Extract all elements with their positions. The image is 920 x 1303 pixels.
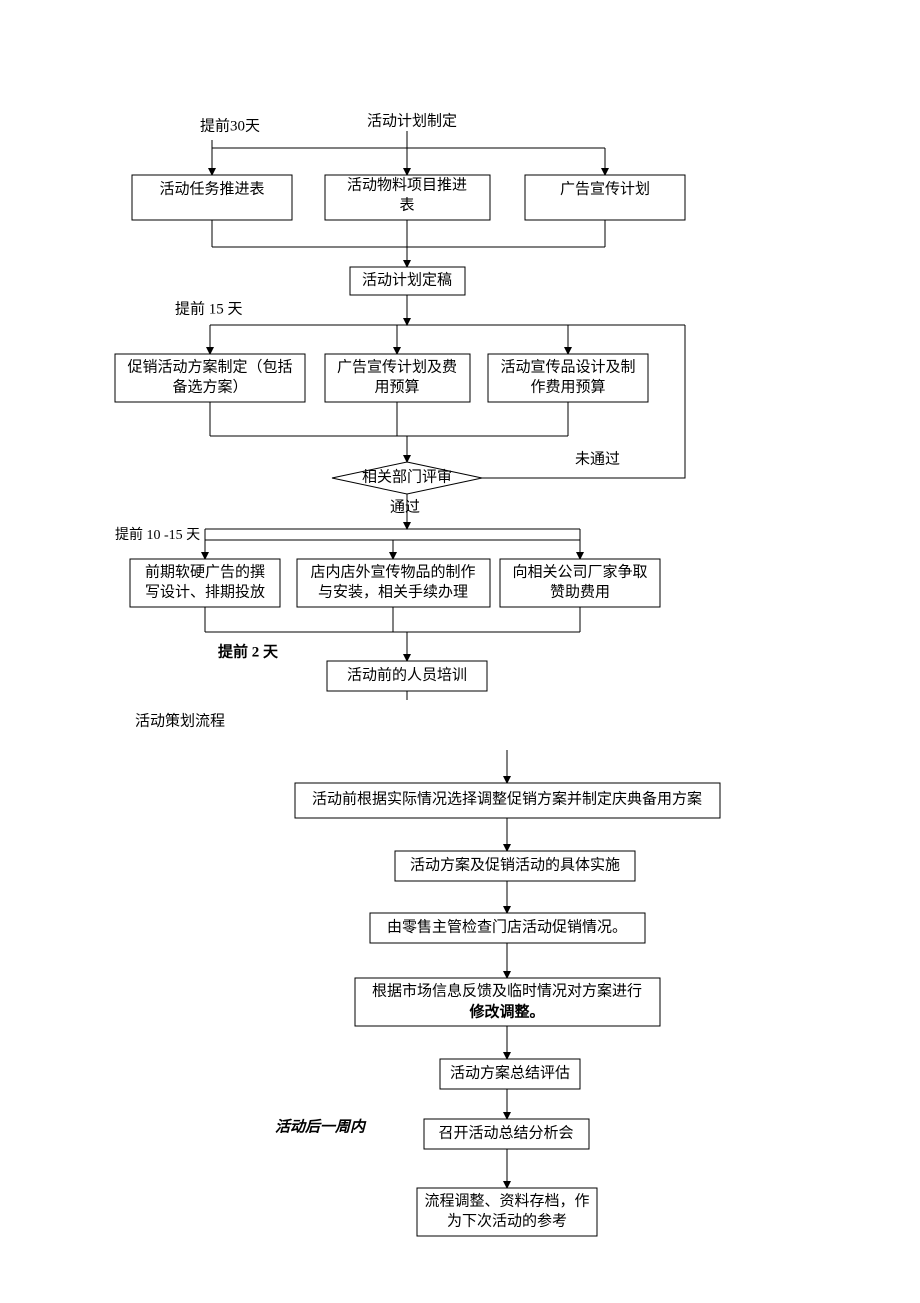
fail: 未通过: [575, 450, 620, 467]
promo_plan-line2: 备选方案）: [172, 377, 247, 395]
flowchart-nodes: 提前30天 活动计划制定活动任务推进表 活动物料项目推进表 广告宣传计划活动计划定稿提…: [115, 112, 720, 1236]
material_table-line1: 活动物料项目推进: [347, 176, 467, 193]
flow-edge: [205, 529, 580, 540]
check-text: 由零售主管检查门店活动促销情况。: [387, 918, 627, 935]
label_2days: 提前 2 天: [218, 642, 279, 660]
label_1week: 活动后一周内: [275, 1118, 367, 1135]
task_table-text: 活动任务推进表: [159, 180, 264, 197]
adjust_plan-text: 活动前根据实际情况选择调整促销方案并制定庆典备用方案: [312, 789, 702, 807]
design_budget-line2: 作费用预算: [530, 377, 605, 395]
ad_plan-text: 广告宣传计划: [560, 180, 650, 197]
plan_draft-text: 活动计划定稿: [362, 271, 452, 288]
plan_make: 活动计划制定: [367, 112, 457, 129]
archive-line1: 流程调整、资料存档，作: [424, 1192, 589, 1209]
evaluate-text: 活动方案总结评估: [450, 1063, 570, 1081]
label_30days: 提前30天: [200, 117, 260, 134]
ad_write-line1: 前期软硬广告的撰: [145, 563, 265, 580]
label_10_15: 提前 10 -15 天: [115, 526, 200, 543]
sponsor-line2: 赞助费用: [550, 583, 610, 600]
activity-planning-flowchart: 提前30天 活动计划制定活动任务推进表 活动物料项目推进表 广告宣传计划活动计划定稿提…: [0, 0, 920, 1303]
ad_budget-line2: 用预算: [374, 377, 419, 395]
label_15days: 提前 15 天: [175, 300, 243, 317]
ad_budget-line1: 广告宣传计划及费: [337, 358, 457, 375]
feedback-line1: 根据市场信息反馈及临时情况对方案进行: [372, 981, 642, 999]
review-text: 相关部门评审: [362, 468, 452, 485]
meeting-text: 召开活动总结分析会: [438, 1124, 573, 1141]
archive-line2: 为下次活动的参考: [447, 1212, 567, 1229]
training-text: 活动前的人员培训: [347, 666, 467, 683]
design_budget-line1: 活动宣传品设计及制: [500, 358, 635, 375]
feedback-line2: 修改调整。: [468, 1002, 544, 1020]
promo_plan-line1: 促销活动方案制定（包括: [127, 357, 292, 375]
implement-text: 活动方案及促销活动的具体实施: [410, 855, 620, 873]
store_material-line2: 与安装，相关手续办理: [318, 583, 468, 600]
label_process: 活动策划流程: [135, 712, 225, 729]
pass: 通过: [390, 498, 420, 515]
store_material-line1: 店内店外宣传物品的制作: [310, 563, 475, 580]
ad_write-line2: 写设计、排期投放: [145, 583, 265, 600]
sponsor-line1: 向相关公司厂家争取: [512, 562, 647, 580]
material_table-line2: 表: [399, 196, 414, 213]
